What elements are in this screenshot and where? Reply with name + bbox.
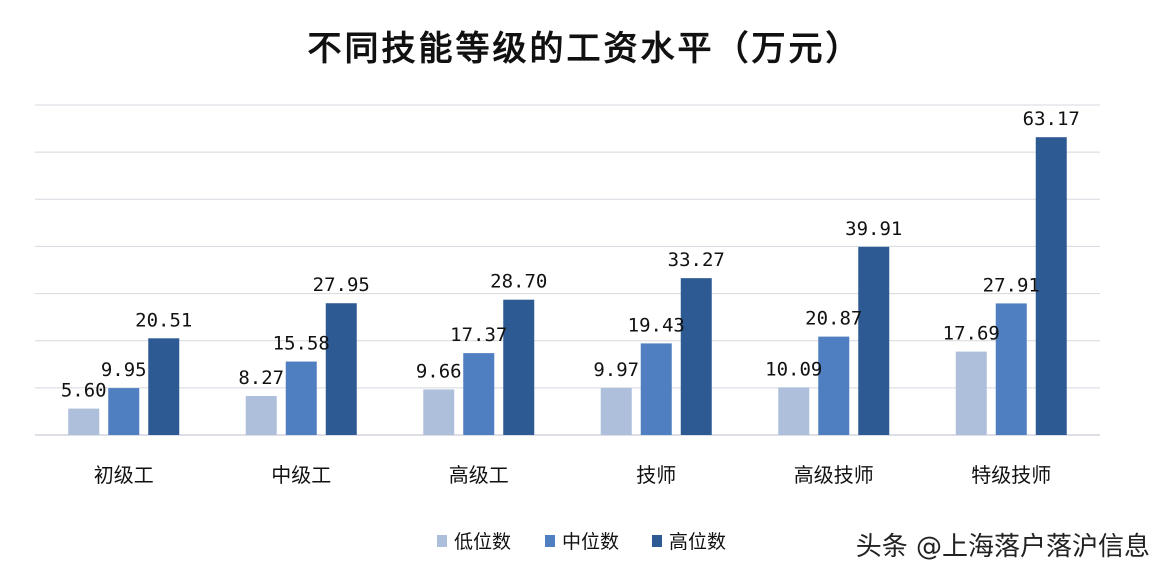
data-label: 19.43 bbox=[628, 314, 685, 336]
bar bbox=[680, 278, 712, 435]
data-label: 17.69 bbox=[943, 323, 1000, 345]
bar bbox=[600, 387, 632, 435]
category-label: 高级技师 bbox=[794, 463, 874, 487]
bar bbox=[995, 303, 1027, 435]
bar bbox=[463, 353, 495, 435]
bar bbox=[148, 338, 180, 435]
bar bbox=[423, 389, 455, 435]
bar bbox=[858, 246, 890, 435]
data-label: 10.09 bbox=[765, 358, 822, 380]
category-label: 特级技师 bbox=[971, 463, 1051, 487]
data-label: 20.87 bbox=[805, 308, 862, 330]
data-label: 63.17 bbox=[1023, 108, 1080, 130]
bar bbox=[1035, 137, 1067, 435]
bar bbox=[325, 303, 357, 435]
data-label: 9.95 bbox=[101, 359, 147, 381]
bar bbox=[68, 408, 100, 435]
bars bbox=[68, 137, 1067, 435]
legend-label: 低位数 bbox=[454, 531, 511, 553]
data-label: 5.60 bbox=[61, 380, 107, 402]
bar bbox=[955, 351, 987, 435]
chart-title: 不同技能等级的工资水平（万元） bbox=[308, 29, 863, 69]
category-label: 初级工 bbox=[94, 463, 154, 487]
data-label: 33.27 bbox=[668, 249, 725, 271]
legend-swatch bbox=[652, 535, 662, 547]
legend: 低位数 中位数 高位数 bbox=[437, 531, 726, 553]
data-label: 8.27 bbox=[238, 367, 284, 389]
data-label: 20.51 bbox=[135, 309, 192, 331]
gridlines bbox=[35, 104, 1100, 436]
data-label: 28.70 bbox=[490, 271, 547, 293]
bar bbox=[778, 387, 810, 435]
legend-label: 中位数 bbox=[562, 531, 619, 553]
data-label: 9.97 bbox=[593, 359, 639, 381]
bar bbox=[108, 388, 140, 435]
data-label: 15.58 bbox=[273, 333, 330, 355]
watermark: 头条 @上海落户落沪信息 bbox=[856, 532, 1150, 562]
category-labels: 初级工 中级工 高级工 技师 高级技师 特级技师 bbox=[94, 463, 1052, 487]
data-label: 9.66 bbox=[416, 360, 462, 382]
category-label: 高级工 bbox=[449, 463, 509, 487]
legend-swatch bbox=[437, 535, 447, 547]
legend-label: 高位数 bbox=[669, 531, 726, 553]
data-label: 17.37 bbox=[450, 324, 507, 346]
category-label: 技师 bbox=[636, 463, 676, 487]
bar bbox=[503, 299, 535, 435]
legend-swatch bbox=[545, 535, 555, 547]
data-label: 39.91 bbox=[845, 218, 902, 240]
data-labels: 5.609.95 20.51 8.27 15.58 27.95 9.66 17.37 28.7… bbox=[61, 108, 1080, 401]
bar bbox=[818, 336, 850, 435]
bar bbox=[245, 396, 277, 435]
data-label: 27.91 bbox=[983, 274, 1040, 296]
data-label: 27.95 bbox=[313, 274, 370, 296]
category-label: 中级工 bbox=[271, 463, 331, 487]
bar bbox=[285, 361, 317, 435]
bar bbox=[640, 343, 672, 435]
